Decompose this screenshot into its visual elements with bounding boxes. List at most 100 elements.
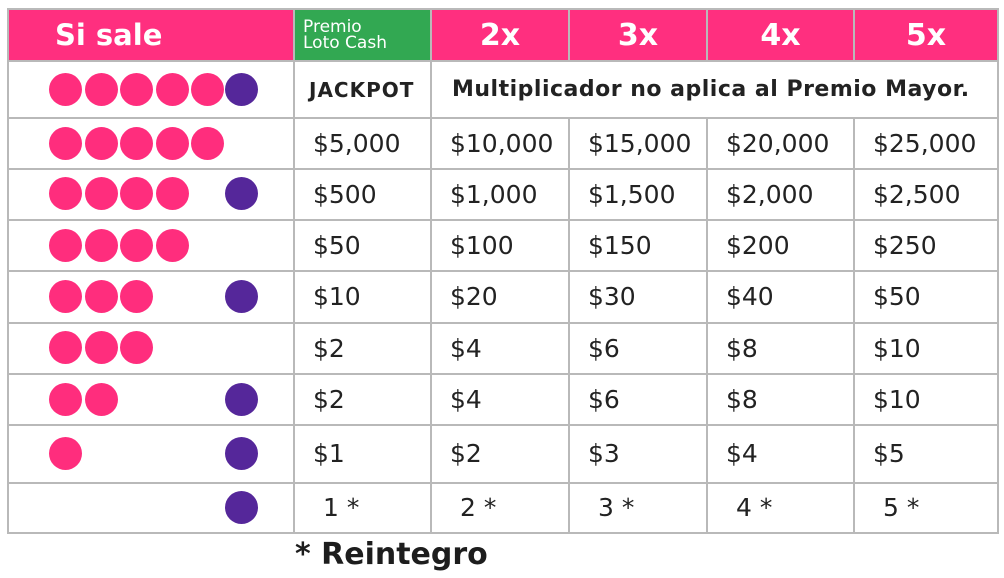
multiplied-prize-value: $1,500 bbox=[568, 167, 708, 221]
combination-cell bbox=[7, 270, 295, 324]
multiplied-prize-value: $10,000 bbox=[430, 117, 570, 170]
pink-ball-icon bbox=[120, 126, 153, 160]
pink-ball-icon bbox=[120, 177, 153, 211]
multiplied-prize-value: $250 bbox=[853, 218, 999, 273]
multiplied-prize-value: $40 bbox=[706, 270, 855, 324]
pink-ball-icon bbox=[155, 72, 189, 106]
loto-cash-line2: Loto Cash bbox=[303, 33, 387, 53]
loto-cash-prize-value: $5,000 bbox=[293, 117, 432, 170]
loto-cash-prize-value: $10 bbox=[293, 270, 432, 324]
header-row: Si sale Premio Loto Cash 2x 3x 4x 5x bbox=[7, 8, 999, 62]
multiplied-prize-value: $3 bbox=[568, 424, 708, 484]
combination-cell bbox=[7, 424, 295, 484]
multiplied-prize-value: $50 bbox=[853, 270, 999, 324]
prize-row: $500 $1,000 $1,500 $2,000 $2,500 bbox=[7, 167, 999, 221]
multiplied-prize-value: $1,000 bbox=[430, 167, 570, 221]
pink-ball-icon bbox=[155, 177, 189, 211]
pink-ball-icon bbox=[120, 228, 153, 262]
multiplied-prize-value: $200 bbox=[706, 218, 855, 273]
prize-row: $5,000 $10,000 $15,000 $20,000 $25,000 bbox=[7, 117, 999, 170]
multiplier-2x-header: 2x bbox=[430, 8, 570, 62]
loto-cash-header: Premio Loto Cash bbox=[293, 8, 432, 62]
multiplied-prize-value: $30 bbox=[568, 270, 708, 324]
purple-ball-icon bbox=[225, 490, 258, 524]
pink-ball-icon bbox=[84, 228, 118, 262]
pink-ball-icon bbox=[84, 382, 118, 416]
multiplied-prize-value: $4 bbox=[706, 424, 855, 484]
multiplier-3x-header: 3x bbox=[568, 8, 708, 62]
multiplied-prize-value: $10 bbox=[853, 372, 999, 427]
pink-ball-icon bbox=[84, 126, 118, 160]
prize-row: $1 $2 $3 $4 $5 bbox=[7, 424, 999, 484]
pink-ball-icon bbox=[120, 331, 153, 365]
prize-row: $10 $20 $30 $40 $50 bbox=[7, 270, 999, 324]
pink-ball-icon bbox=[191, 126, 224, 160]
multiplied-prize-value: $20 bbox=[430, 270, 570, 324]
multiplied-prize-value: $20,000 bbox=[706, 117, 855, 170]
combination-cell bbox=[7, 218, 295, 273]
purple-ball-icon bbox=[225, 72, 258, 106]
multiplied-prize-value: $8 bbox=[706, 321, 855, 375]
si-sale-header: Si sale bbox=[7, 8, 295, 62]
pink-ball-icon bbox=[49, 126, 82, 160]
multiplied-prize-value: 4 * bbox=[706, 481, 855, 535]
multiplied-prize-value: $25,000 bbox=[853, 117, 999, 170]
multiplied-prize-value: $6 bbox=[568, 321, 708, 375]
multiplied-prize-value: 5 * bbox=[853, 481, 999, 535]
pink-ball-icon bbox=[155, 126, 189, 160]
combination-cell bbox=[7, 167, 295, 221]
loto-cash-line1: Premio bbox=[303, 17, 362, 37]
combination-cell bbox=[7, 321, 295, 375]
pink-ball-icon bbox=[84, 279, 118, 313]
loto-cash-prize-value: $2 bbox=[293, 372, 432, 427]
pink-ball-icon bbox=[49, 331, 82, 365]
jackpot-row: JACKPOT Multiplicador no aplica al Premio… bbox=[7, 59, 999, 120]
pink-ball-icon bbox=[84, 72, 118, 106]
multiplier-5x-header: 5x bbox=[853, 8, 999, 62]
multiplier-4x-header: 4x bbox=[706, 8, 855, 62]
pink-ball-icon bbox=[120, 279, 153, 313]
pink-ball-icon bbox=[84, 331, 118, 365]
pink-ball-icon bbox=[191, 72, 224, 106]
combination-cell bbox=[7, 59, 295, 120]
pink-ball-icon bbox=[49, 177, 82, 211]
multiplied-prize-value: $5 bbox=[853, 424, 999, 484]
multiplied-prize-value: $2 bbox=[430, 424, 570, 484]
multiplied-prize-value: $15,000 bbox=[568, 117, 708, 170]
loto-cash-prize-value: 1 * bbox=[293, 481, 432, 535]
multiplied-prize-value: $4 bbox=[430, 321, 570, 375]
purple-ball-icon bbox=[225, 382, 258, 416]
multiplied-prize-value: $2,000 bbox=[706, 167, 855, 221]
multiplier-note: Multiplicador no aplica al Premio Mayor. bbox=[430, 59, 999, 120]
combination-cell bbox=[7, 372, 295, 427]
multiplied-prize-value: $4 bbox=[430, 372, 570, 427]
pink-ball-icon bbox=[49, 436, 82, 470]
prize-table: Si sale Premio Loto Cash 2x 3x 4x 5x JAC… bbox=[7, 8, 999, 535]
pink-ball-icon bbox=[155, 228, 189, 262]
pink-ball-icon bbox=[49, 72, 82, 106]
reintegro-footnote: * Reintegro bbox=[295, 537, 488, 572]
multiplied-prize-value: 3 * bbox=[568, 481, 708, 535]
multiplied-prize-value: $10 bbox=[853, 321, 999, 375]
multiplied-prize-value: $2,500 bbox=[853, 167, 999, 221]
prize-row: $2 $4 $6 $8 $10 bbox=[7, 321, 999, 375]
pink-ball-icon bbox=[84, 177, 118, 211]
pink-ball-icon bbox=[49, 228, 82, 262]
purple-ball-icon bbox=[225, 436, 258, 470]
loto-cash-prize-value: $2 bbox=[293, 321, 432, 375]
prize-row: 1 * 2 * 3 * 4 * 5 * bbox=[7, 481, 999, 535]
pink-ball-icon bbox=[49, 382, 82, 416]
multiplied-prize-value: $150 bbox=[568, 218, 708, 273]
loto-cash-prize-value: $500 bbox=[293, 167, 432, 221]
multiplied-prize-value: $8 bbox=[706, 372, 855, 427]
loto-cash-prize-value: $1 bbox=[293, 424, 432, 484]
prize-row: $50 $100 $150 $200 $250 bbox=[7, 218, 999, 273]
purple-ball-icon bbox=[225, 177, 258, 211]
prize-row: $2 $4 $6 $8 $10 bbox=[7, 372, 999, 427]
pink-ball-icon bbox=[120, 72, 153, 106]
jackpot-label: JACKPOT bbox=[293, 59, 432, 120]
pink-ball-icon bbox=[49, 279, 82, 313]
multiplied-prize-value: $6 bbox=[568, 372, 708, 427]
combination-cell bbox=[7, 481, 295, 535]
multiplied-prize-value: $100 bbox=[430, 218, 570, 273]
